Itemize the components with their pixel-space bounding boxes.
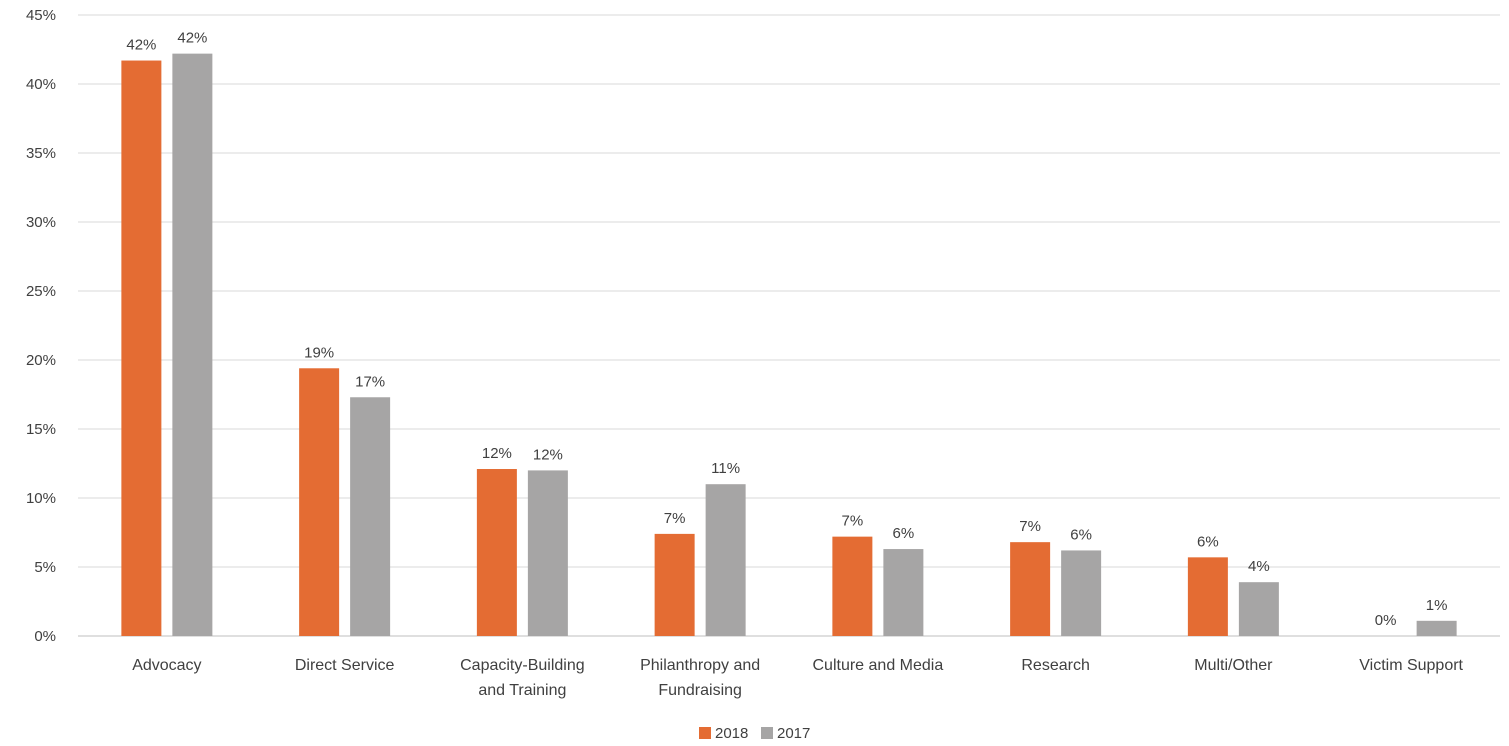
data-label-2017: 6%: [893, 525, 915, 542]
legend-label-2017: 2017: [777, 725, 810, 742]
x-category-label: Multi/Other: [1194, 657, 1273, 674]
data-label-2017: 6%: [1070, 526, 1092, 543]
legend: 2018 2017: [699, 725, 810, 742]
x-category-label: Capacity-Building: [460, 657, 585, 674]
data-label-2018: 7%: [1019, 518, 1041, 535]
legend-label-2018: 2018: [715, 725, 748, 742]
x-category-label: Advocacy: [132, 657, 201, 674]
x-axis: Advocacy Direct Service Capacity-Building a…: [132, 657, 1463, 699]
bars: [121, 53, 1457, 637]
y-tick-label: 10%: [26, 490, 56, 507]
data-label-2017: 4%: [1248, 558, 1270, 575]
bar-2017: [172, 53, 213, 636]
y-tick-label: 45%: [26, 7, 56, 24]
data-label-2017: 12%: [533, 446, 563, 463]
x-category-label: Fundraising: [658, 682, 742, 699]
y-tick-label: 30%: [26, 214, 56, 231]
x-category-label: Direct Service: [295, 657, 395, 674]
bar-2018: [476, 469, 517, 636]
data-label-2018: 7%: [664, 510, 686, 527]
x-category-label: Culture and Media: [813, 657, 944, 674]
bar-2018: [832, 536, 873, 636]
data-label-2017: 1%: [1426, 597, 1448, 614]
bar-2018: [299, 368, 340, 636]
data-label-2017: 17%: [355, 373, 385, 390]
x-category-label: Research: [1021, 657, 1089, 674]
bar-2018: [1010, 542, 1051, 636]
bar-2017: [1061, 550, 1102, 636]
bar-2017: [1416, 620, 1457, 636]
data-labels: 42% 42% 19% 17% 12% 12% 7% 11% 7% 6% 7% 6% 6% 4% 0% 1%: [126, 30, 1447, 629]
y-tick-label: 35%: [26, 145, 56, 162]
y-axis: 0% 5% 10% 15% 20% 25% 30% 35% 40% 45%: [26, 7, 56, 645]
bar-2018: [1187, 557, 1228, 636]
bar-2017: [1238, 582, 1279, 636]
bar-2018: [654, 533, 695, 636]
bar-2017: [705, 484, 746, 636]
data-label-2018: 42%: [126, 37, 156, 54]
data-label-2017: 42%: [177, 30, 207, 47]
data-label-2018: 12%: [482, 445, 512, 462]
y-tick-label: 15%: [26, 421, 56, 438]
data-label-2017: 11%: [711, 460, 740, 477]
data-label-2018: 6%: [1197, 533, 1219, 550]
data-label-2018: 0%: [1375, 612, 1397, 629]
bar-2018: [121, 60, 162, 637]
legend-swatch-2018: [699, 727, 711, 739]
data-label-2018: 19%: [304, 344, 334, 361]
y-tick-label: 25%: [26, 283, 56, 300]
gridlines: [78, 14, 1500, 637]
x-category-label: Philanthropy and: [640, 657, 760, 674]
y-tick-label: 40%: [26, 76, 56, 93]
x-category-label: Victim Support: [1359, 657, 1463, 674]
x-category-label: and Training: [478, 682, 566, 699]
bar-2017: [350, 397, 391, 636]
legend-swatch-2017: [761, 727, 773, 739]
data-label-2018: 7%: [842, 513, 864, 530]
bar-2017: [527, 470, 568, 636]
y-tick-label: 0%: [34, 628, 56, 645]
y-tick-label: 20%: [26, 352, 56, 369]
bar-2017: [883, 549, 924, 636]
y-tick-label: 5%: [34, 559, 56, 576]
